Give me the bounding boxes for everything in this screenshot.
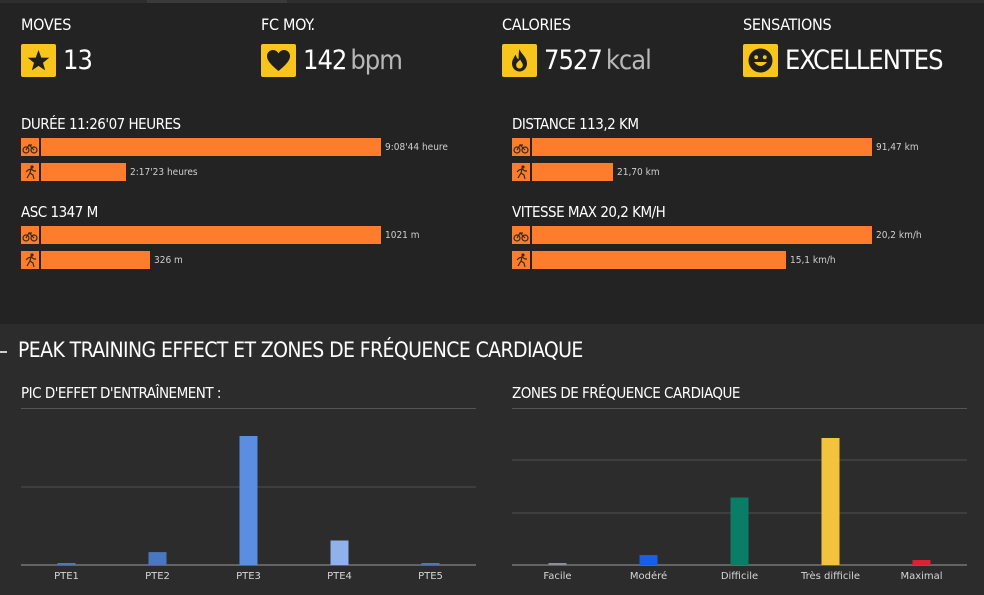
flame-icon bbox=[502, 44, 537, 77]
run-icon bbox=[512, 251, 530, 269]
x-tick-label: Modéré bbox=[630, 570, 667, 582]
bar-facile[interactable] bbox=[548, 563, 567, 565]
stat-value: 7527 kcal bbox=[544, 45, 652, 76]
bike-icon bbox=[21, 138, 39, 156]
x-tick-label: PTE1 bbox=[54, 571, 79, 582]
bar-label: 1021 m bbox=[385, 230, 420, 241]
bar-pte2[interactable] bbox=[148, 552, 167, 565]
bar-label: 21,70 km bbox=[617, 167, 660, 178]
bar-fill bbox=[41, 251, 150, 269]
bar-pte4[interactable] bbox=[330, 540, 349, 565]
bar-fill bbox=[41, 226, 381, 244]
bar-fill bbox=[532, 163, 613, 181]
bar-label: 9:08'44 heure bbox=[385, 142, 448, 153]
metric-duration: DURÉE 11:26'07 HEURES 9:08'44 heure 2:17… bbox=[21, 115, 481, 195]
x-tick-label: PTE4 bbox=[327, 571, 352, 582]
bar-row-bike: 20,2 km/h bbox=[512, 226, 982, 244]
bar-row-run: 21,70 km bbox=[512, 163, 982, 181]
bar-fill bbox=[41, 138, 381, 156]
metric-distance: DISTANCE 113,2 KM 91,47 km 21,70 km bbox=[512, 115, 972, 195]
bar-fill bbox=[532, 251, 786, 269]
x-tick-label: Maximal bbox=[900, 571, 942, 582]
pte-bar-chart: PTE1 PTE2 PTE3 PTE4 PTE5 bbox=[21, 436, 476, 582]
bar-difficile[interactable] bbox=[730, 497, 749, 565]
bar-label: 15,1 km/h bbox=[790, 255, 836, 266]
metric-ascent: ASC 1347 M 1021 m 326 m bbox=[21, 203, 481, 283]
stat-value: 142 bpm bbox=[303, 45, 403, 76]
stat-label: CALORIES bbox=[502, 15, 571, 34]
bar-fill bbox=[532, 138, 872, 156]
bar-label: 326 m bbox=[154, 255, 183, 266]
x-tick-label: PTE3 bbox=[236, 571, 261, 582]
x-tick-label: Difficile bbox=[721, 571, 758, 582]
bar-modéré[interactable] bbox=[639, 555, 658, 565]
stat-label: FC MOY. bbox=[261, 15, 315, 34]
heart-icon bbox=[261, 44, 296, 77]
x-tick-label: PTE5 bbox=[418, 571, 443, 582]
bar-row-bike: 91,47 km bbox=[512, 138, 982, 156]
stat-value: 13 bbox=[63, 45, 93, 76]
metric-title: DISTANCE 113,2 KM bbox=[512, 115, 639, 133]
chart-title-pte: PIC D'EFFET D'ENTRAÎNEMENT : bbox=[21, 384, 221, 402]
collapse-toggle[interactable] bbox=[0, 351, 7, 353]
run-icon bbox=[512, 163, 530, 181]
bike-icon bbox=[21, 226, 39, 244]
chart-title-hr-zones: ZONES DE FRÉQUENCE CARDIAQUE bbox=[512, 384, 740, 402]
bar-row-bike: 9:08'44 heure bbox=[21, 138, 491, 156]
bar-row-run: 326 m bbox=[21, 251, 491, 269]
metric-title: VITESSE MAX 20,2 KM/H bbox=[512, 203, 666, 221]
smiley-icon bbox=[743, 44, 778, 77]
stat-label: MOVES bbox=[21, 15, 72, 34]
stat-label: SENSATIONS bbox=[743, 15, 832, 34]
bar-row-run: 2:17'23 heures bbox=[21, 163, 491, 181]
bar-pte1[interactable] bbox=[57, 563, 76, 565]
hr-zones-bar-chart: Facile Modéré Difficile Très difficile Maxim… bbox=[512, 437, 967, 582]
bar-row-bike: 1021 m bbox=[21, 226, 491, 244]
bike-icon bbox=[512, 138, 530, 156]
star-icon bbox=[21, 44, 56, 77]
bar-label: 20,2 km/h bbox=[876, 230, 922, 241]
x-tick-label: Facile bbox=[543, 571, 571, 582]
section-title: PEAK TRAINING EFFECT ET ZONES DE FRÉQUEN… bbox=[18, 338, 583, 362]
metric-max-speed: VITESSE MAX 20,2 KM/H 20,2 km/h 15,1 km/… bbox=[512, 203, 972, 283]
x-tick-label: Très difficile bbox=[800, 570, 860, 582]
top-bar bbox=[0, 0, 984, 3]
chart-divider bbox=[512, 408, 967, 409]
bike-icon bbox=[512, 226, 530, 244]
stat-value: EXCELLENTES bbox=[785, 45, 943, 76]
bar-maximal[interactable] bbox=[912, 560, 931, 565]
bar-fill bbox=[41, 163, 126, 181]
bar-label: 2:17'23 heures bbox=[130, 167, 198, 178]
bar-pte5[interactable] bbox=[421, 563, 440, 565]
bar-pte3[interactable] bbox=[239, 436, 258, 565]
bar-très-difficile[interactable] bbox=[821, 437, 840, 565]
bar-row-run: 15,1 km/h bbox=[512, 251, 982, 269]
run-icon bbox=[21, 251, 39, 269]
metric-title: ASC 1347 M bbox=[21, 203, 98, 221]
tab-indicator bbox=[147, 0, 287, 3]
metric-title: DURÉE 11:26'07 HEURES bbox=[21, 115, 181, 133]
chart-divider bbox=[21, 408, 476, 409]
bar-fill bbox=[532, 226, 872, 244]
x-tick-label: PTE2 bbox=[145, 571, 170, 582]
run-icon bbox=[21, 163, 39, 181]
bar-label: 91,47 km bbox=[876, 142, 919, 153]
